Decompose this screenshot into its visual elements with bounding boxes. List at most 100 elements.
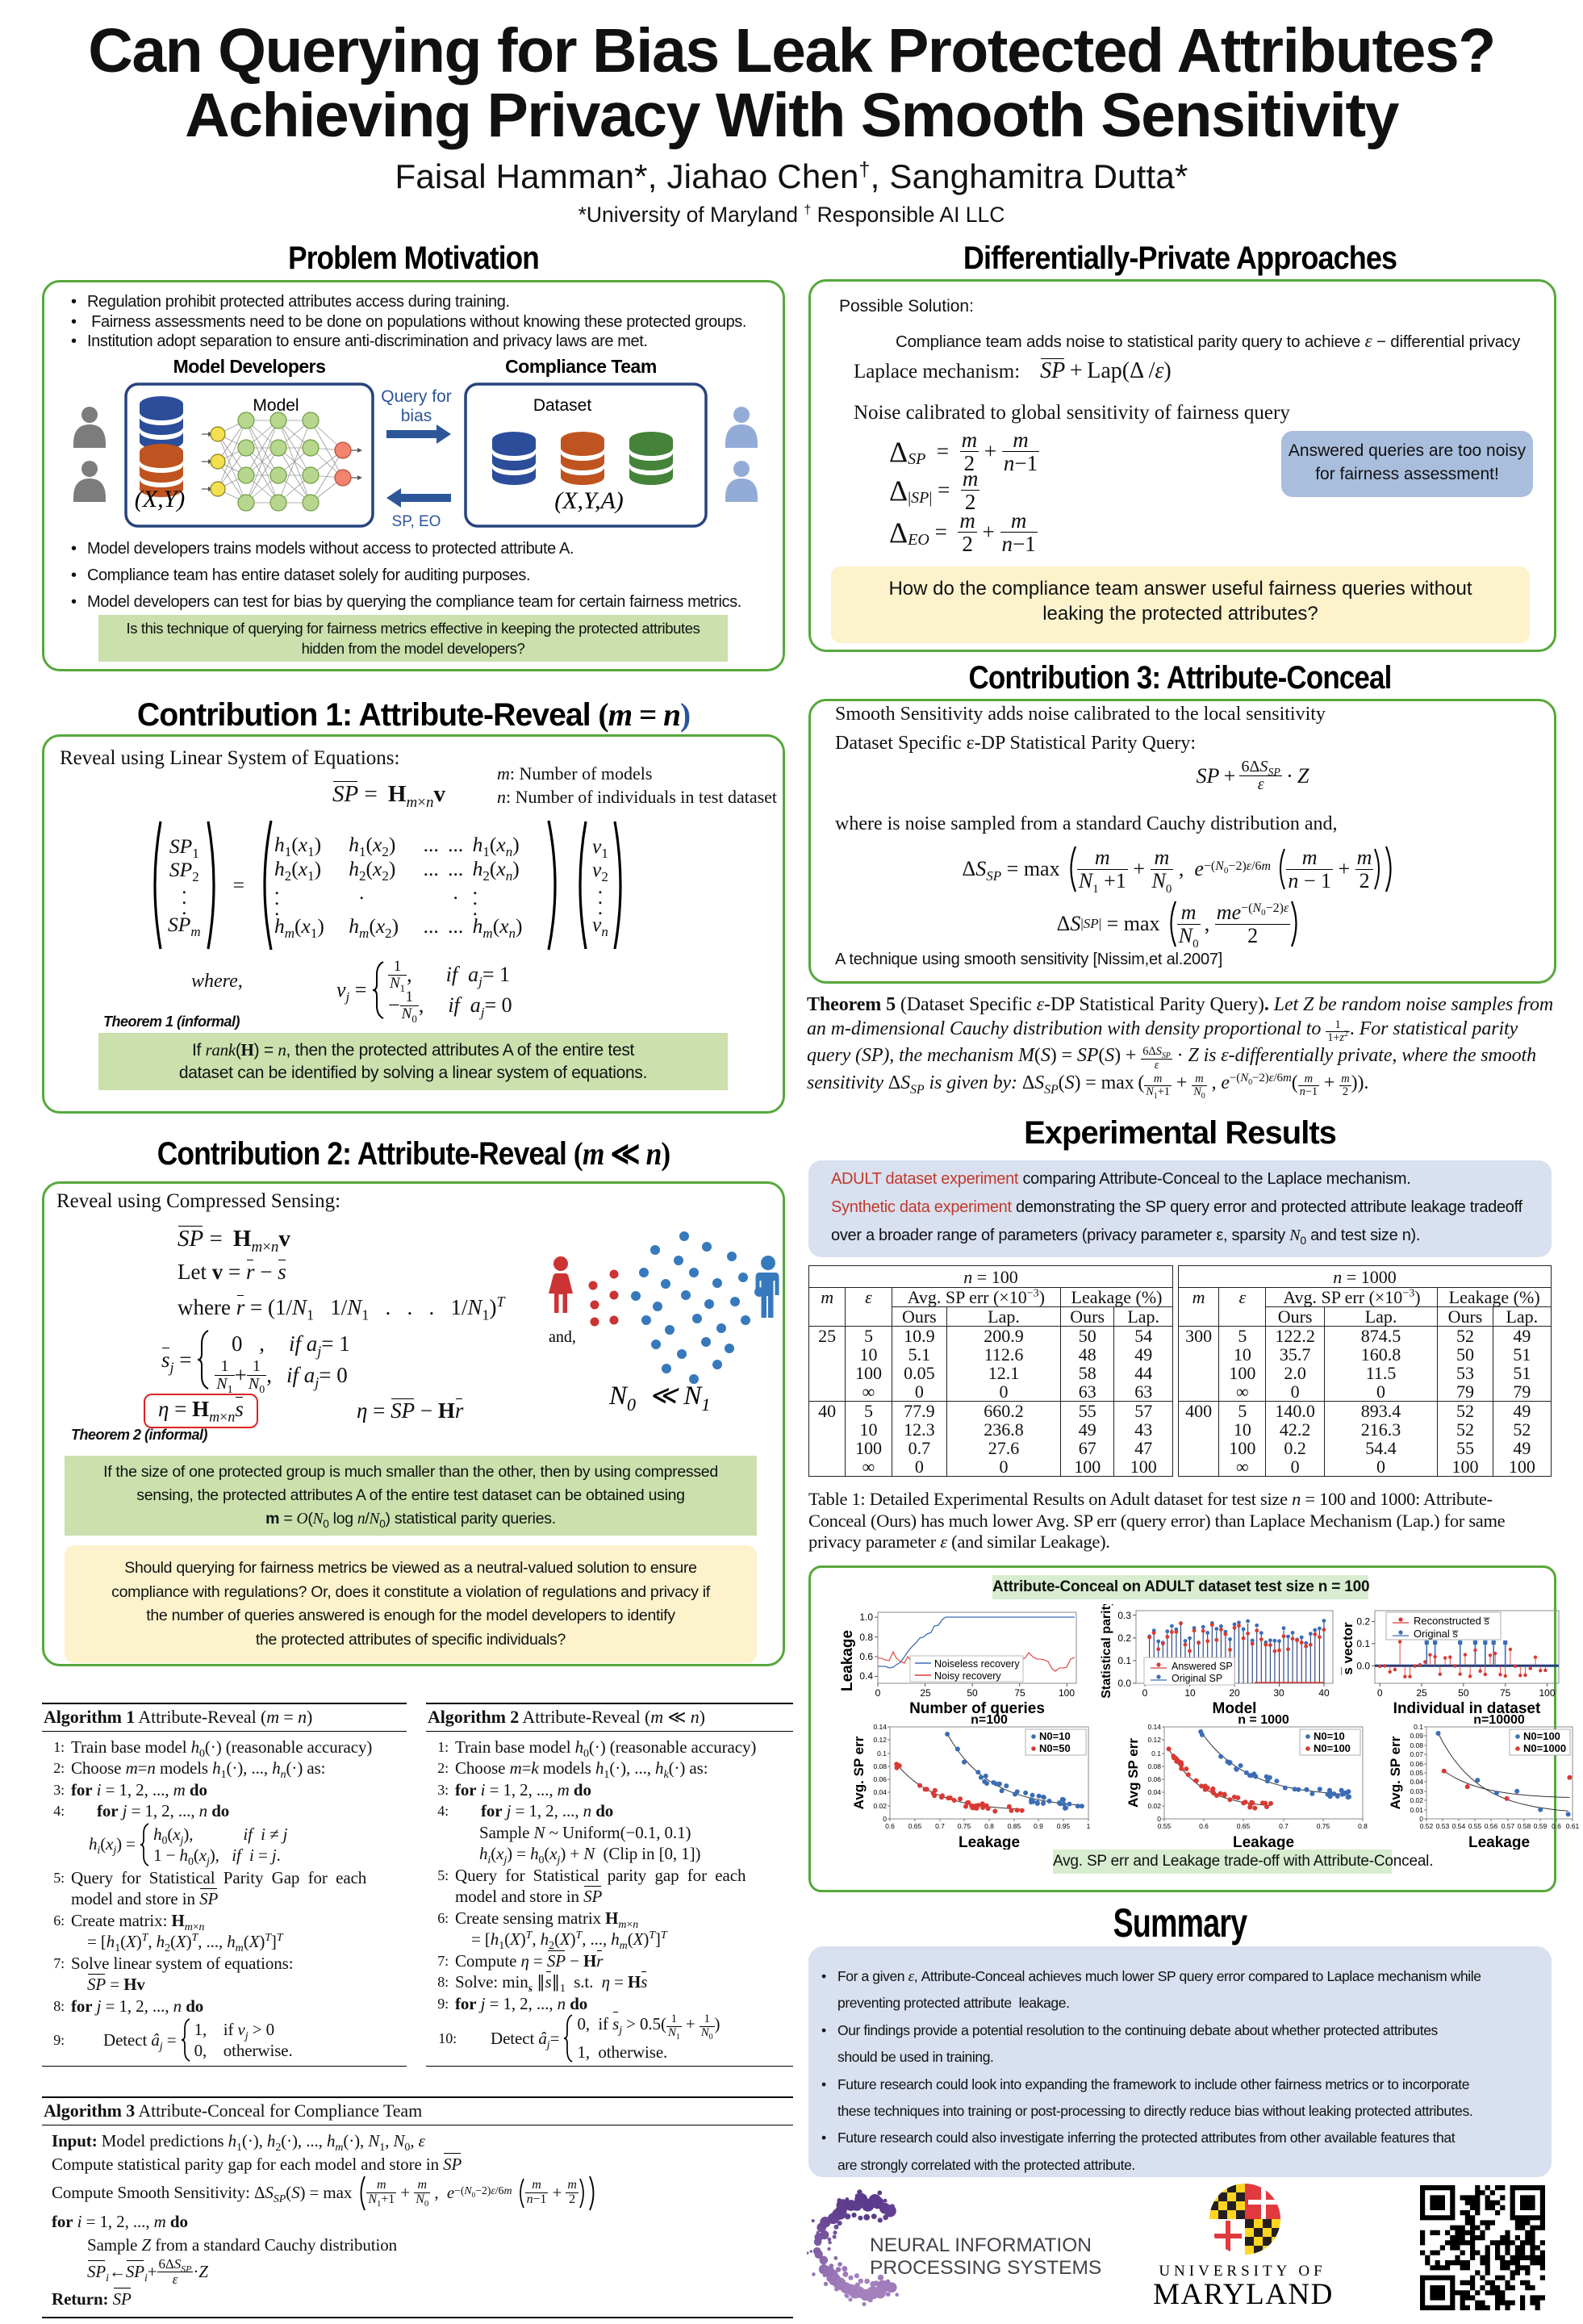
svg-text:0.55: 0.55 <box>1158 1822 1172 1830</box>
svg-text:0.52: 0.52 <box>1420 1822 1434 1830</box>
svg-text:0.05: 0.05 <box>1410 1769 1423 1777</box>
svg-text:Answered SP: Answered SP <box>1172 1661 1233 1672</box>
svg-text:PROCESSING SYSTEMS: PROCESSING SYSTEMS <box>870 2257 1101 2279</box>
svg-text:SP, EO: SP, EO <box>392 513 441 530</box>
svg-text:1.0: 1.0 <box>859 1611 873 1623</box>
svg-text:0.04: 0.04 <box>1147 1788 1161 1796</box>
svg-text:and,: and, <box>549 1328 576 1346</box>
svg-text:0: 0 <box>875 1687 881 1699</box>
svg-text:0.08: 0.08 <box>1410 1741 1423 1749</box>
svg-text:0.2: 0.2 <box>1356 1616 1370 1627</box>
svg-text:0.59: 0.59 <box>1534 1822 1547 1830</box>
svg-text:0.6: 0.6 <box>1552 1822 1561 1830</box>
svg-text:25: 25 <box>1416 1687 1427 1699</box>
svg-text:0.6: 0.6 <box>859 1651 873 1662</box>
svg-text:0.08: 0.08 <box>1147 1762 1161 1770</box>
svg-text:0.1: 0.1 <box>1414 1723 1423 1731</box>
svg-text:0.75: 0.75 <box>1317 1822 1330 1830</box>
svg-text:0.58: 0.58 <box>1518 1822 1531 1830</box>
svg-text:0: 0 <box>1157 1815 1161 1823</box>
svg-text:50: 50 <box>967 1687 978 1699</box>
svg-text:0.04: 0.04 <box>1410 1778 1423 1786</box>
svg-text:Dataset: Dataset <box>533 396 592 415</box>
svg-text:N0=100: N0=100 <box>1523 1730 1560 1742</box>
svg-text:0.08: 0.08 <box>873 1762 887 1770</box>
svg-text:0.06: 0.06 <box>873 1775 887 1783</box>
svg-text:UNIVERSITY OF: UNIVERSITY OF <box>1159 2263 1326 2280</box>
svg-text:0.8: 0.8 <box>859 1632 873 1643</box>
svg-text:Avg. SP err: Avg. SP err <box>853 1736 867 1809</box>
svg-text:0.7: 0.7 <box>1279 1822 1289 1830</box>
svg-text:0.0: 0.0 <box>1356 1660 1370 1671</box>
svg-text:s̅ vector: s̅ vector <box>1341 1622 1355 1675</box>
svg-text:Original SP: Original SP <box>1172 1673 1222 1684</box>
svg-text:N0=50: N0=50 <box>1039 1742 1071 1754</box>
svg-text:25: 25 <box>920 1687 931 1699</box>
svg-text:0.3: 0.3 <box>1117 1610 1131 1621</box>
svg-text:0.14: 0.14 <box>1147 1723 1161 1731</box>
svg-text:0.04: 0.04 <box>873 1788 887 1796</box>
svg-text:0.53: 0.53 <box>1436 1822 1450 1830</box>
svg-text:0.2: 0.2 <box>1117 1632 1131 1644</box>
svg-text:0.4: 0.4 <box>859 1670 873 1682</box>
svg-text:0.09: 0.09 <box>1410 1732 1423 1740</box>
svg-text:NEURAL INFORMATION: NEURAL INFORMATION <box>870 2234 1092 2256</box>
svg-text:Statistical parity: Statistical parity <box>1100 1604 1113 1699</box>
svg-text:0.1: 0.1 <box>1151 1749 1161 1758</box>
svg-text:0.8: 0.8 <box>1358 1822 1368 1830</box>
svg-text:N0 ≪ N1: N0 ≪ N1 <box>608 1381 710 1415</box>
svg-text:0: 0 <box>1142 1687 1148 1699</box>
svg-text:n = 1000: n = 1000 <box>1238 1714 1289 1727</box>
svg-text:0.75: 0.75 <box>958 1822 971 1830</box>
svg-text:0.07: 0.07 <box>1410 1750 1423 1758</box>
svg-text:Compliance Team: Compliance Team <box>505 356 657 377</box>
svg-text:Leakage: Leakage <box>841 1630 856 1691</box>
svg-text:Model: Model <box>1213 1700 1257 1717</box>
svg-text:Model: Model <box>253 396 299 415</box>
svg-text:0.61: 0.61 <box>1566 1822 1579 1830</box>
svg-text:10: 10 <box>1184 1687 1196 1699</box>
svg-text:0.8: 0.8 <box>984 1822 994 1830</box>
svg-text:0.12: 0.12 <box>873 1736 887 1744</box>
svg-text:0.1: 0.1 <box>877 1749 887 1758</box>
svg-text:Number of queries: Number of queries <box>909 1700 1045 1717</box>
svg-text:(X,Y,A): (X,Y,A) <box>554 487 624 514</box>
svg-text:0.02: 0.02 <box>873 1802 887 1810</box>
svg-text:Query for: Query for <box>381 387 452 406</box>
svg-text:0: 0 <box>883 1815 887 1823</box>
svg-text:Leakage: Leakage <box>959 1834 1020 1850</box>
svg-text:0.06: 0.06 <box>1410 1760 1423 1768</box>
svg-text:MARYLAND: MARYLAND <box>1153 2278 1334 2311</box>
svg-text:Avg SP err: Avg SP err <box>1127 1738 1141 1808</box>
svg-text:N0=100: N0=100 <box>1314 1742 1351 1754</box>
svg-text:0.55: 0.55 <box>1468 1822 1482 1830</box>
svg-text:20: 20 <box>1229 1687 1240 1699</box>
svg-text:0.95: 0.95 <box>1057 1822 1071 1830</box>
svg-text:40: 40 <box>1318 1687 1330 1699</box>
svg-text:0.9: 0.9 <box>1034 1822 1043 1830</box>
svg-text:0.02: 0.02 <box>1410 1796 1423 1804</box>
svg-text:100: 100 <box>1539 1687 1555 1699</box>
svg-text:0: 0 <box>1377 1687 1383 1699</box>
svg-text:75: 75 <box>1014 1687 1025 1699</box>
svg-text:0.02: 0.02 <box>1147 1802 1161 1810</box>
svg-text:75: 75 <box>1500 1687 1511 1699</box>
svg-text:Individual in dataset: Individual in dataset <box>1393 1700 1541 1717</box>
svg-text:0.54: 0.54 <box>1452 1822 1466 1830</box>
svg-text:Avg. SP err: Avg. SP err <box>1389 1736 1403 1809</box>
svg-text:Model Developers: Model Developers <box>173 356 326 377</box>
svg-text:N0=1000: N0=1000 <box>1523 1742 1566 1754</box>
svg-text:0.6: 0.6 <box>1199 1822 1209 1830</box>
svg-text:Leakage: Leakage <box>1468 1834 1530 1850</box>
svg-text:bias: bias <box>401 407 432 425</box>
svg-text:Noisy recovery: Noisy recovery <box>934 1670 1001 1682</box>
svg-text:N0=10: N0=10 <box>1039 1730 1071 1742</box>
svg-text:0.1: 0.1 <box>1356 1638 1370 1649</box>
svg-text:1: 1 <box>1087 1822 1091 1830</box>
svg-text:Noiseless recovery: Noiseless recovery <box>934 1658 1020 1670</box>
svg-text:0: 0 <box>1419 1815 1423 1823</box>
svg-text:0.65: 0.65 <box>908 1822 922 1830</box>
svg-text:n=10000: n=10000 <box>1473 1714 1525 1727</box>
svg-text:0.01: 0.01 <box>1410 1806 1423 1814</box>
svg-text:0.12: 0.12 <box>1147 1736 1161 1744</box>
